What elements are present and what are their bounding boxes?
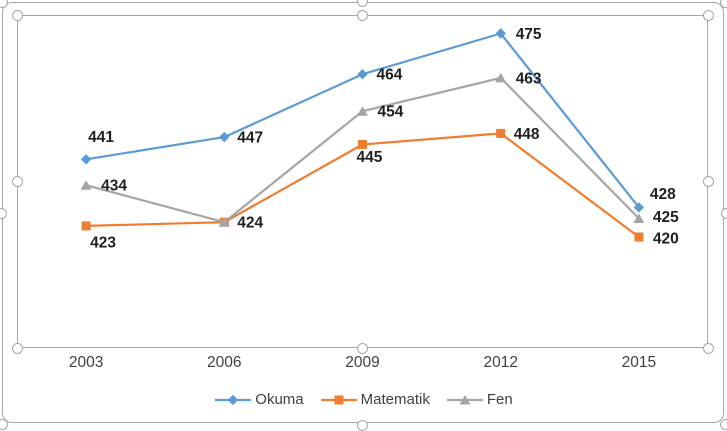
chart-legend: Okuma Matematik Fen xyxy=(0,391,727,408)
marker-fen-2003[interactable] xyxy=(81,180,92,190)
chart-resize-handle-left[interactable] xyxy=(0,208,7,219)
okuma-legend-line-icon xyxy=(214,394,252,406)
x-axis-label-2015[interactable]: 2015 xyxy=(622,354,656,371)
data-label-matematik-2009[interactable]: 445 xyxy=(357,149,383,166)
fen-legend-line-icon xyxy=(446,394,484,406)
plot-resize-handle-bottom[interactable] xyxy=(357,343,368,354)
data-label-matematik-2003[interactable]: 423 xyxy=(90,234,116,251)
series-line-okuma[interactable] xyxy=(86,34,639,208)
data-label-fen-2003[interactable]: 434 xyxy=(101,178,127,195)
data-label-okuma-2009[interactable]: 464 xyxy=(377,67,403,84)
marker-okuma-2009[interactable] xyxy=(357,69,367,79)
marker-okuma-2003[interactable] xyxy=(81,154,91,164)
chart-resize-handle-top-right[interactable] xyxy=(720,0,727,8)
chart-resize-handle-bottom-left[interactable] xyxy=(0,419,8,430)
plot-resize-handle-top-left[interactable] xyxy=(12,10,23,21)
legend-label-fen: Fen xyxy=(487,391,513,408)
data-label-fen-2012[interactable]: 463 xyxy=(516,70,542,87)
marker-matematik-2015[interactable] xyxy=(634,233,643,242)
data-label-matematik-2015[interactable]: 420 xyxy=(653,231,679,248)
legend-item-fen[interactable]: Fen xyxy=(446,391,513,408)
marker-matematik-2009[interactable] xyxy=(358,140,367,149)
x-axis-label-2012[interactable]: 2012 xyxy=(483,354,517,371)
x-axis-label-2009[interactable]: 2009 xyxy=(345,354,379,371)
plot-resize-handle-top[interactable] xyxy=(357,10,368,21)
legend-label-matematik: Matematik xyxy=(361,391,430,408)
x-axis-label-2003[interactable]: 2003 xyxy=(69,354,103,371)
legend-marker-matematik[interactable] xyxy=(334,395,343,404)
data-label-okuma-2006[interactable]: 447 xyxy=(237,130,263,147)
plot-resize-handle-top-right[interactable] xyxy=(703,10,714,21)
data-label-matematik-2012[interactable]: 448 xyxy=(514,126,540,143)
marker-matematik-2003[interactable] xyxy=(82,221,91,230)
data-label-okuma-2015[interactable]: 428 xyxy=(650,186,676,203)
x-axis-label-2006[interactable]: 2006 xyxy=(207,354,241,371)
legend-item-matematik[interactable]: Matematik xyxy=(320,391,430,408)
chart-resize-handle-bottom[interactable] xyxy=(357,420,368,431)
plot-resize-handle-bottom-right[interactable] xyxy=(703,343,714,354)
data-label-okuma-2003[interactable]: 441 xyxy=(88,129,114,146)
marker-fen-2012[interactable] xyxy=(495,73,506,83)
legend-item-okuma[interactable]: Okuma xyxy=(214,391,303,408)
data-label-fen-2006[interactable]: 424 xyxy=(237,215,263,232)
data-label-fen-2015[interactable]: 425 xyxy=(653,209,679,226)
marker-matematik-2012[interactable] xyxy=(496,129,505,138)
marker-okuma-2006[interactable] xyxy=(219,132,229,142)
plot-resize-handle-left[interactable] xyxy=(12,176,23,187)
chart-resize-handle-top-left[interactable] xyxy=(0,0,8,8)
matematik-legend-line-icon xyxy=(320,394,358,406)
legend-marker-okuma[interactable] xyxy=(228,394,238,404)
chart-resize-handle-bottom-right[interactable] xyxy=(720,419,727,430)
plot-resize-handle-bottom-left[interactable] xyxy=(12,343,23,354)
plot-resize-handle-right[interactable] xyxy=(703,176,714,187)
chart-resize-handle-right[interactable] xyxy=(721,208,727,219)
data-label-fen-2009[interactable]: 454 xyxy=(378,104,404,121)
legend-label-okuma: Okuma xyxy=(255,391,303,408)
data-label-okuma-2012[interactable]: 475 xyxy=(516,26,542,43)
